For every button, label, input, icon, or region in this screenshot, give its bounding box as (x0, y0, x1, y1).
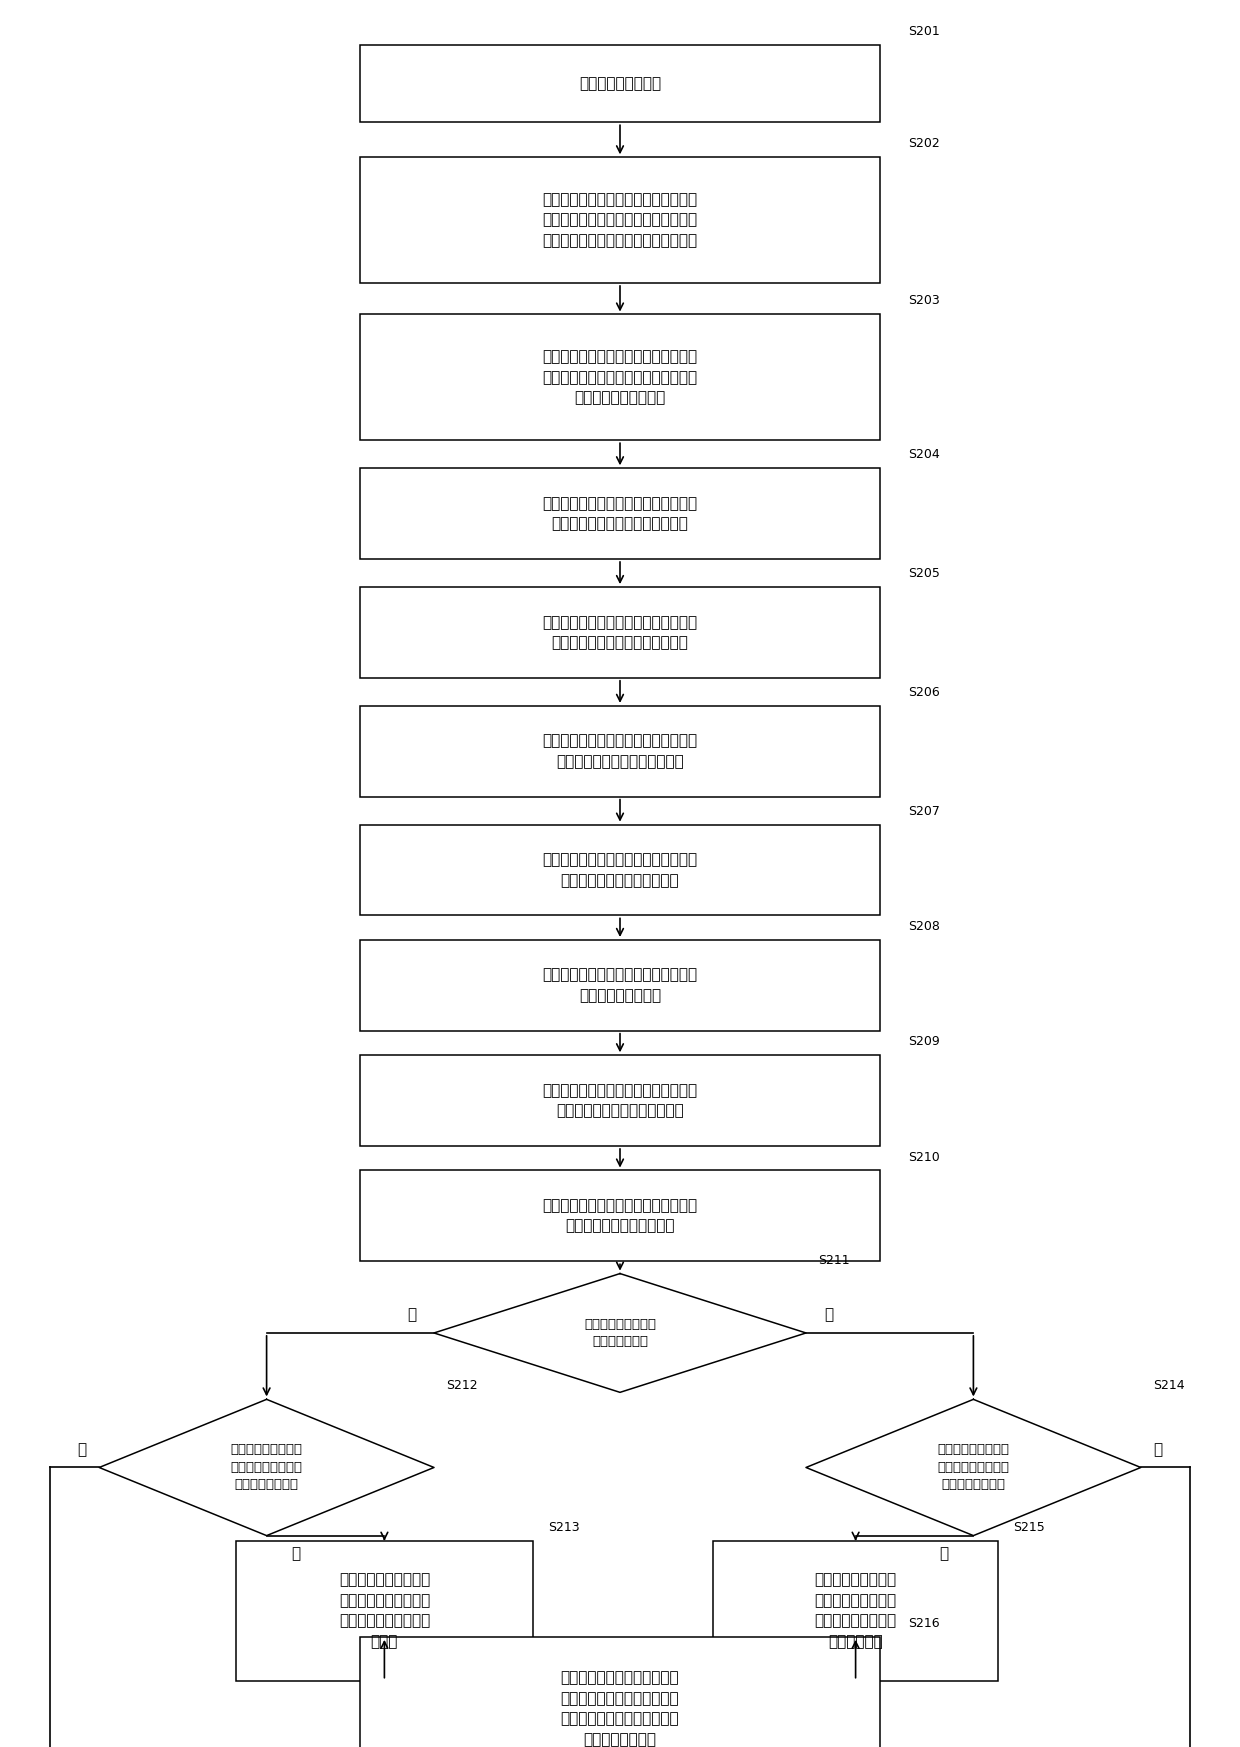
FancyBboxPatch shape (360, 314, 880, 440)
FancyBboxPatch shape (360, 587, 880, 678)
Text: S212: S212 (446, 1380, 479, 1392)
FancyBboxPatch shape (360, 157, 880, 283)
Text: S207: S207 (908, 805, 940, 818)
Text: S206: S206 (908, 687, 940, 699)
Text: 是: 是 (291, 1546, 300, 1562)
Text: S211: S211 (818, 1254, 851, 1267)
Text: 否: 否 (1153, 1441, 1162, 1457)
Text: 是: 是 (407, 1307, 417, 1322)
FancyBboxPatch shape (360, 45, 880, 122)
FancyBboxPatch shape (360, 1055, 880, 1146)
FancyBboxPatch shape (360, 1637, 880, 1747)
Text: S214: S214 (1153, 1380, 1185, 1392)
Text: S210: S210 (908, 1151, 940, 1164)
Polygon shape (434, 1274, 806, 1392)
Text: S213: S213 (548, 1522, 580, 1534)
Text: 将所述乘积之和与所述车辆的当前距终
点距离的比值作为当前平均电耗: 将所述乘积之和与所述车辆的当前距终 点距离的比值作为当前平均电耗 (542, 1083, 698, 1118)
FancyBboxPatch shape (360, 706, 880, 797)
Text: 根据所述附件总电耗和当前电耗值的和
确定各分段路况的车辆总电耗: 根据所述附件总电耗和当前电耗值的和 确定各分段路况的车辆总电耗 (542, 853, 698, 887)
Text: 确定各所述车辆总电耗与各分段路况的
分段距离的乘积之和: 确定各所述车辆总电耗与各分段路况的 分段距离的乘积之和 (542, 968, 698, 1003)
FancyBboxPatch shape (360, 940, 880, 1031)
Text: 获取预存储的各分段路况对应的车流平
均速度、车辆在当前采集时刻的平均加
速度、当前环境温度和附件的消耗功率: 获取预存储的各分段路况对应的车流平 均速度、车辆在当前采集时刻的平均加 速度、当… (542, 192, 698, 248)
Text: S209: S209 (908, 1036, 940, 1048)
Text: 确定所述各分段路况: 确定所述各分段路况 (579, 77, 661, 91)
Text: 否: 否 (823, 1307, 833, 1322)
Text: 是: 是 (940, 1546, 949, 1562)
Text: 将根据车辆的剩余电量与当前
平均电耗的比值确定的剩余里
程作为车辆的剩余里程，结束
剩余里程判定操作: 将根据车辆的剩余电量与当前 平均电耗的比值确定的剩余里 程作为车辆的剩余里程，结… (560, 1670, 680, 1747)
Text: 判断所述剩余里程与
上一剩余里程的差值
是否大于预设阈值: 判断所述剩余里程与 上一剩余里程的差值 是否大于预设阈值 (231, 1443, 303, 1492)
Text: S208: S208 (908, 921, 940, 933)
Text: 将上一剩余里程与预设
阈值的和作为所述剩余
里程，结束剩余里程判
定操作: 将上一剩余里程与预设 阈值的和作为所述剩余 里程，结束剩余里程判 定操作 (339, 1572, 430, 1649)
Text: 根据所述当前环境温度结合给定的平均
电耗系数表确定当前平均电耗系数: 根据所述当前环境温度结合给定的平均 电耗系数表确定当前平均电耗系数 (542, 496, 698, 531)
Text: 判断剩余里程是否大
于上一剩余里程: 判断剩余里程是否大 于上一剩余里程 (584, 1317, 656, 1349)
Text: S201: S201 (908, 26, 940, 38)
Polygon shape (806, 1399, 1141, 1536)
Text: S202: S202 (908, 138, 940, 150)
Polygon shape (99, 1399, 434, 1536)
FancyBboxPatch shape (360, 825, 880, 915)
Text: 根据车辆的剩余电量与所述当前平均电
耗的比值确定所述剩余里程: 根据车辆的剩余电量与所述当前平均电 耗的比值确定所述剩余里程 (542, 1198, 698, 1233)
Text: S204: S204 (908, 449, 940, 461)
FancyBboxPatch shape (713, 1541, 998, 1681)
Text: 判断所述上一剩余里
程与剩余里程的差值
是否大于预设阈值: 判断所述上一剩余里 程与剩余里程的差值 是否大于预设阈值 (937, 1443, 1009, 1492)
Text: S205: S205 (908, 568, 940, 580)
Text: S203: S203 (908, 295, 940, 307)
Text: S215: S215 (1013, 1522, 1045, 1534)
Text: 根据所述平均加速度和各分段路况对应
的车流平均速度结合设定电耗表确定各
分段路况的常温电耗值: 根据所述平均加速度和各分段路况对应 的车流平均速度结合设定电耗表确定各 分段路况… (542, 349, 698, 405)
Text: 否: 否 (78, 1441, 87, 1457)
Text: 根据各所述常温电耗值与当前平均电耗
系数确定各分段路况的当前电耗值: 根据各所述常温电耗值与当前平均电耗 系数确定各分段路况的当前电耗值 (542, 615, 698, 650)
Text: 将上一剩余里程与预
设阈值的差作为所述
剩余里程，结束剩余
里程判定操作: 将上一剩余里程与预 设阈值的差作为所述 剩余里程，结束剩余 里程判定操作 (815, 1572, 897, 1649)
FancyBboxPatch shape (360, 1170, 880, 1261)
FancyBboxPatch shape (236, 1541, 533, 1681)
Text: 根据所述消耗功率与各所述车流平均速
度确定各分段路况的附件总电耗: 根据所述消耗功率与各所述车流平均速 度确定各分段路况的附件总电耗 (542, 734, 698, 769)
Text: S216: S216 (908, 1618, 940, 1630)
FancyBboxPatch shape (360, 468, 880, 559)
